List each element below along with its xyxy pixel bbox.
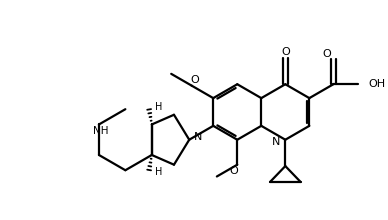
Text: H: H — [155, 103, 163, 112]
Text: O: O — [322, 49, 331, 59]
Text: N: N — [272, 137, 281, 147]
Text: OH: OH — [368, 79, 385, 89]
Text: O: O — [229, 166, 238, 176]
Text: O: O — [281, 47, 290, 57]
Text: N: N — [194, 132, 203, 142]
Text: NH: NH — [93, 126, 109, 136]
Text: O: O — [190, 75, 199, 85]
Text: H: H — [155, 167, 163, 177]
